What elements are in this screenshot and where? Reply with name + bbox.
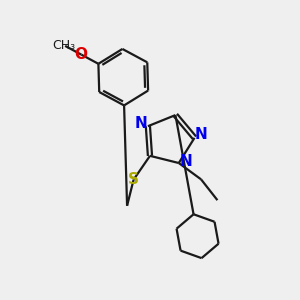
Text: N: N: [179, 154, 192, 169]
Text: S: S: [128, 172, 139, 187]
Text: N: N: [135, 116, 148, 131]
Text: O: O: [74, 47, 87, 62]
Text: N: N: [195, 127, 207, 142]
Text: CH₃: CH₃: [53, 39, 76, 52]
